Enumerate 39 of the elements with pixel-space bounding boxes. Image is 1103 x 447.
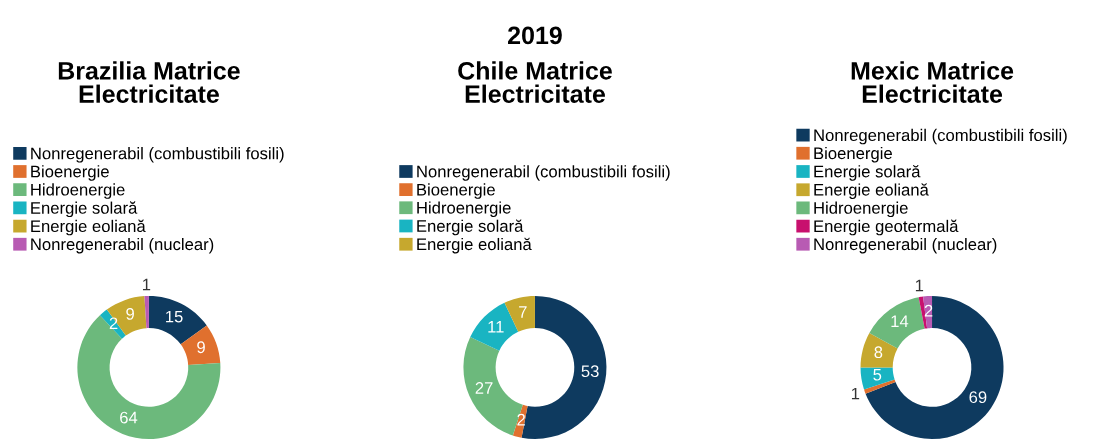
legend-label: Bioenergie [417, 183, 495, 199]
data-label: 8 [874, 346, 883, 359]
data-label: 1 [142, 278, 151, 291]
data-label: 2 [517, 413, 525, 426]
legend-label: Nonregenerabil (combustibili fosili) [417, 165, 670, 181]
legend-label: Energie solară [417, 219, 524, 236]
legend-label: Hidroenergie [417, 201, 511, 217]
data-label: 14 [891, 315, 909, 327]
data-label: 53 [581, 365, 599, 378]
legend-label: Nonregenerabil (combustibili fosili) [814, 128, 1067, 145]
chart-title: Chile Matrice Electricitate [458, 61, 612, 103]
legend-label: Hidroenergie [31, 183, 125, 199]
legend-label: Energie eoliană [31, 219, 146, 236]
legend-label: Nonregenerabil (nuclear) [31, 237, 214, 254]
legend-label: Bioenergie [31, 165, 109, 181]
data-label: 7 [519, 306, 527, 318]
text: 2019 [508, 26, 562, 45]
data-label: 1 [851, 387, 860, 400]
legend-label: Hidroenergie [814, 201, 908, 218]
data-label: 1 [915, 279, 924, 292]
legend-label: Energie solară [31, 201, 138, 218]
chart-title: Brazilia Matrice Electricitate [58, 61, 240, 103]
legend-label: Nonregenerabil (nuclear) [814, 237, 997, 254]
legend-label: Energie solară [814, 165, 921, 181]
data-label: 11 [488, 321, 504, 333]
data-label: 9 [126, 307, 134, 320]
data-label: 5 [873, 368, 882, 381]
data-label: 64 [120, 411, 138, 424]
data-label: 69 [969, 391, 987, 404]
legend-label: Nonregenerabil (combustibili fosili) [31, 147, 284, 163]
legend-label: Energie geotermală [814, 219, 959, 236]
legend-label: Bioenergie [814, 146, 892, 163]
data-label: 9 [197, 341, 205, 354]
data-label: 27 [475, 382, 493, 394]
legend-label: Energie eoliană [814, 183, 929, 199]
legend-label: Energie eoliană [417, 237, 532, 254]
data-label: 2 [109, 317, 118, 330]
data-label: 15 [166, 310, 183, 323]
chart-title: Mexic Matrice Electricitate [851, 61, 1014, 103]
